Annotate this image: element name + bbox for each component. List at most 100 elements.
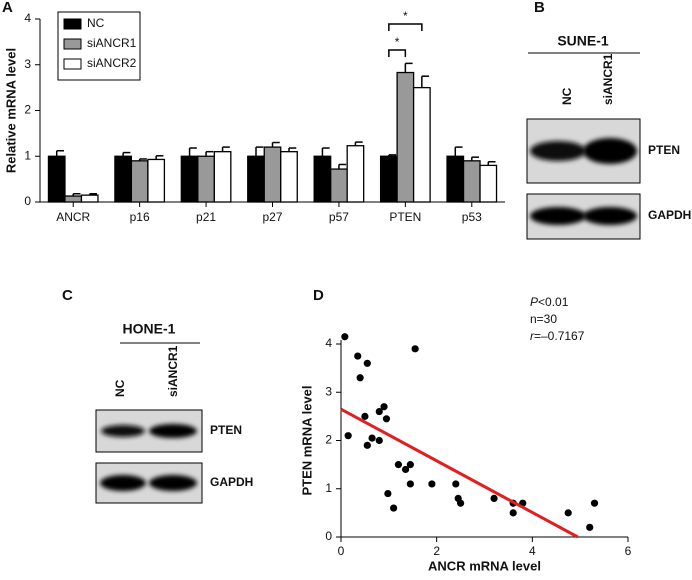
point bbox=[406, 461, 414, 469]
point bbox=[384, 489, 392, 498]
y-axis-label: PTEN mRNA level bbox=[299, 385, 314, 495]
point bbox=[411, 345, 419, 353]
lane-label: NC bbox=[560, 87, 574, 105]
annotation-text: =–0.7167 bbox=[534, 329, 585, 343]
annotation: n=30 bbox=[530, 312, 557, 326]
point bbox=[456, 499, 465, 507]
bar bbox=[180, 155, 199, 203]
legend-swatch bbox=[63, 38, 82, 50]
bar bbox=[412, 86, 431, 203]
bar bbox=[313, 155, 332, 203]
y-tick-label: 0 bbox=[24, 194, 31, 208]
point bbox=[341, 333, 349, 341]
bar bbox=[147, 158, 166, 203]
point bbox=[363, 441, 371, 449]
bar bbox=[479, 164, 498, 203]
point bbox=[401, 465, 410, 474]
point bbox=[564, 509, 572, 517]
significance-label: * bbox=[403, 9, 408, 23]
panel-label: D bbox=[313, 287, 324, 304]
point bbox=[363, 359, 371, 367]
annotation: P<0.01 bbox=[530, 295, 569, 309]
y-axis-label: Relative mRNA level bbox=[3, 48, 18, 173]
point bbox=[361, 412, 369, 420]
blot-pten bbox=[95, 409, 203, 453]
blot-pten bbox=[526, 118, 641, 184]
x-tick-label: p53 bbox=[462, 210, 482, 224]
y-tick-label: 4 bbox=[24, 11, 31, 25]
bar bbox=[346, 145, 365, 203]
bar bbox=[330, 168, 348, 203]
protein-label: PTEN bbox=[648, 143, 680, 157]
point bbox=[368, 434, 376, 442]
protein-label: GAPDH bbox=[210, 475, 253, 489]
point bbox=[356, 374, 364, 382]
point bbox=[428, 480, 436, 488]
panel-label: C bbox=[62, 287, 73, 304]
y-tick-label: 1 bbox=[24, 148, 31, 162]
point bbox=[590, 499, 599, 507]
y-tick-label: 1 bbox=[325, 481, 332, 495]
bar bbox=[47, 155, 66, 203]
bar bbox=[247, 155, 265, 203]
x-tick-label: 6 bbox=[625, 544, 632, 558]
point bbox=[406, 480, 414, 488]
bar bbox=[64, 195, 83, 203]
lane-label: siANCR1 bbox=[166, 345, 180, 397]
legend-label: NC bbox=[87, 16, 105, 30]
annotation-text: n=30 bbox=[530, 312, 557, 326]
point bbox=[354, 352, 362, 360]
legend-label: siANCR1 bbox=[87, 36, 137, 50]
x-tick-label: 0 bbox=[338, 544, 345, 558]
annotation-text: <0.01 bbox=[538, 295, 569, 309]
y-tick-label: 0 bbox=[325, 529, 332, 543]
blot-gapdh bbox=[526, 193, 641, 240]
x-tick-label: PTEN bbox=[389, 210, 421, 224]
point bbox=[490, 494, 498, 502]
bar bbox=[396, 71, 415, 203]
significance-bracket bbox=[388, 49, 407, 57]
significance-label: * bbox=[395, 35, 400, 49]
x-tick-label: ANCR bbox=[56, 210, 90, 224]
x-tick-label: p27 bbox=[262, 210, 282, 224]
annotation-italic: r bbox=[530, 329, 535, 343]
lane-label: siANCR1 bbox=[601, 53, 615, 105]
blot-gapdh bbox=[95, 462, 203, 504]
bar bbox=[213, 151, 232, 203]
bar bbox=[462, 160, 481, 203]
legend-swatch bbox=[63, 58, 82, 70]
point bbox=[586, 523, 594, 531]
y-tick-label: 4 bbox=[325, 336, 332, 350]
significance-bracket bbox=[388, 23, 423, 31]
annotation: r=–0.7167 bbox=[530, 329, 585, 343]
point bbox=[509, 509, 517, 517]
legend-label: siANCR2 bbox=[87, 56, 137, 70]
y-tick-label: 3 bbox=[325, 384, 332, 398]
bar bbox=[280, 151, 298, 203]
point bbox=[394, 461, 402, 469]
point bbox=[452, 480, 460, 488]
x-axis-label: ANCR mRNA level bbox=[428, 558, 541, 573]
x-tick-label: p57 bbox=[329, 210, 349, 224]
trendline bbox=[340, 407, 579, 539]
bar bbox=[263, 146, 282, 203]
x-tick-label: 4 bbox=[529, 544, 536, 558]
annotation-italic: P bbox=[530, 295, 538, 309]
bar bbox=[130, 160, 149, 203]
panel-label: B bbox=[534, 0, 545, 16]
point bbox=[344, 432, 352, 440]
legend-swatch bbox=[63, 18, 82, 30]
cell-line: HONE-1 bbox=[123, 321, 176, 337]
x-tick-label: p16 bbox=[130, 210, 150, 224]
x-tick-label: 2 bbox=[433, 544, 440, 558]
x-tick-label: p21 bbox=[196, 210, 216, 224]
protein-label: GAPDH bbox=[648, 208, 691, 222]
bar bbox=[446, 155, 465, 203]
point bbox=[375, 436, 383, 445]
bar bbox=[197, 155, 215, 203]
bar bbox=[80, 194, 99, 203]
y-tick-label: 3 bbox=[24, 57, 31, 71]
point bbox=[382, 415, 391, 423]
